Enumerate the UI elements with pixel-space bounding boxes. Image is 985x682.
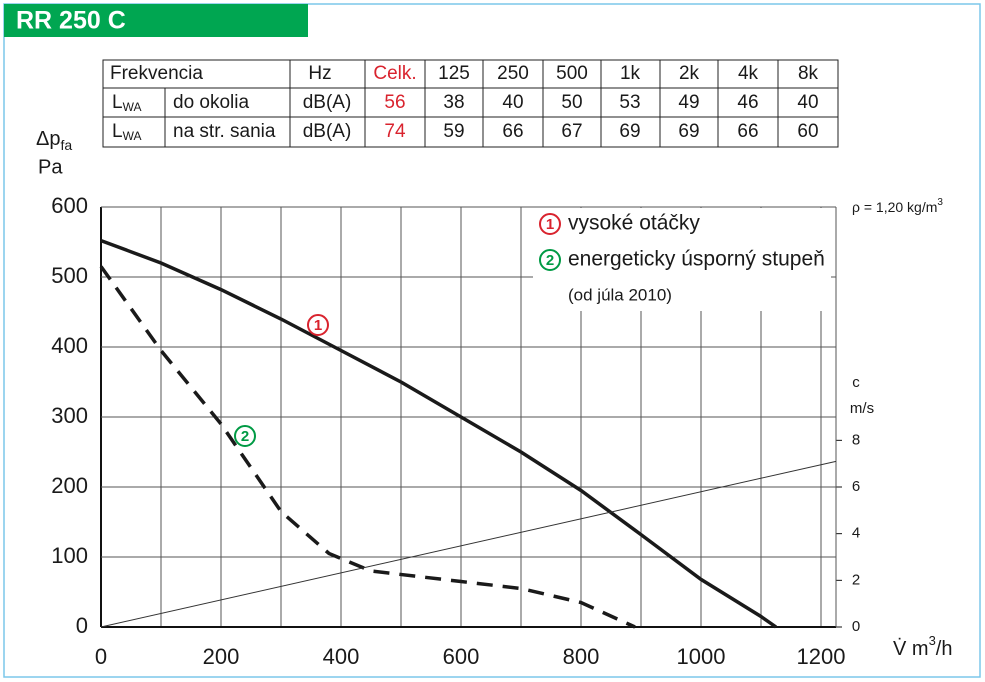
series-line <box>100 238 778 629</box>
table-header-cell: Hz <box>308 63 331 84</box>
table-header-cell: Celk. <box>373 63 416 84</box>
frame <box>3 3 981 678</box>
annotation-part: 3 <box>937 197 943 208</box>
table-cell: 53 <box>619 92 640 113</box>
series-marker-label: 2 <box>546 252 554 269</box>
legend-label: energeticky úsporný stupeň <box>568 248 825 271</box>
y2-tick-label: 4 <box>852 525 860 542</box>
table-cell: 66 <box>502 121 523 142</box>
row-label-main: L <box>112 121 123 142</box>
x-tick-label: 1000 <box>677 644 726 669</box>
table-grid <box>102 59 839 148</box>
row-label: LWA <box>112 121 141 143</box>
y-tick-label: 400 <box>51 333 88 358</box>
table-header-cell: 8k <box>798 63 819 84</box>
y2-tick-label: 2 <box>852 571 860 588</box>
table-cell: 49 <box>678 92 699 113</box>
table-cell: 56 <box>384 92 405 113</box>
y-tick-label: 0 <box>76 613 88 638</box>
series-marker-label: 1 <box>314 317 322 334</box>
series-line <box>99 265 636 629</box>
table-cell: 46 <box>737 92 758 113</box>
legend-note: (od júla 2010) <box>568 285 672 304</box>
table-cell: 38 <box>443 92 464 113</box>
table-header-cell: 1k <box>620 63 641 84</box>
x-axis-label-part: 3 <box>929 633 936 648</box>
row-name: do okolia <box>173 92 249 113</box>
table-cell: 74 <box>384 121 406 142</box>
row-unit: dB(A) <box>303 121 352 142</box>
series-marker <box>539 213 561 235</box>
table-cell: 67 <box>561 121 582 142</box>
legend-label: vysoké otáčky <box>568 212 700 235</box>
row-label-sub: WA <box>123 100 142 114</box>
row-name: na str. sania <box>173 121 276 142</box>
table-cell: 69 <box>619 121 640 142</box>
y2-tick-label: 0 <box>852 618 860 635</box>
series-marker-label: 1 <box>546 216 554 233</box>
series-marker <box>307 314 329 336</box>
y-tick-label: 600 <box>51 193 88 218</box>
x-axis-label: V̇ m3/h <box>893 633 952 660</box>
y2-axis-label: c <box>852 374 860 391</box>
x-axis-label-part: /h <box>936 638 953 660</box>
table-header-cell: 500 <box>556 63 588 84</box>
y2-tick-label: 6 <box>852 478 860 495</box>
table-header-cell: Frekvencia <box>110 63 203 84</box>
y-tick-label: 200 <box>51 473 88 498</box>
table-cell: 40 <box>502 92 523 113</box>
y2-axis-unit: m/s <box>850 400 874 417</box>
table-header-cell: 4k <box>738 63 759 84</box>
annotation-part: ρ = 1,20 kg/m <box>852 199 937 215</box>
title: RR 250 C <box>16 7 126 35</box>
y-axis-label-part: Δp <box>36 128 60 150</box>
y-tick-label: 300 <box>51 403 88 428</box>
y-axis-label: Δpfa <box>36 128 72 152</box>
x-tick-label: 600 <box>443 644 480 669</box>
x-tick-label: 800 <box>563 644 600 669</box>
table-cell: 59 <box>443 121 464 142</box>
table-cell: 40 <box>797 92 818 113</box>
x-tick-label: 0 <box>95 644 107 669</box>
row-label-main: L <box>112 92 123 113</box>
row-label-sub: WA <box>123 129 142 143</box>
annotation: ρ = 1,20 kg/m3 <box>852 197 943 215</box>
table-header-cell: 250 <box>497 63 529 84</box>
y-tick-label: 500 <box>51 263 88 288</box>
y-tick-label: 100 <box>51 543 88 568</box>
series-marker <box>234 425 256 447</box>
table-cell: 60 <box>797 121 818 142</box>
series-marker <box>539 249 561 271</box>
series-marker-label: 2 <box>241 428 249 445</box>
series-line <box>100 460 837 628</box>
table-cell: 50 <box>561 92 582 113</box>
table-cell: 66 <box>737 121 758 142</box>
y2-tick-label: 8 <box>852 431 860 448</box>
x-tick-label: 1200 <box>797 644 846 669</box>
x-tick-label: 200 <box>203 644 240 669</box>
row-label: LWA <box>112 92 141 114</box>
legend-box <box>533 208 831 311</box>
y-axis-unit: Pa <box>38 156 63 178</box>
table-cell: 69 <box>678 121 699 142</box>
x-axis-label-part: V̇ m <box>893 638 929 660</box>
title-box <box>4 4 308 37</box>
x-tick-label: 400 <box>323 644 360 669</box>
row-unit: dB(A) <box>303 92 352 113</box>
table-header-cell: 2k <box>679 63 700 84</box>
y-axis-label-part: fa <box>60 137 72 153</box>
table-header-cell: 125 <box>438 63 470 84</box>
